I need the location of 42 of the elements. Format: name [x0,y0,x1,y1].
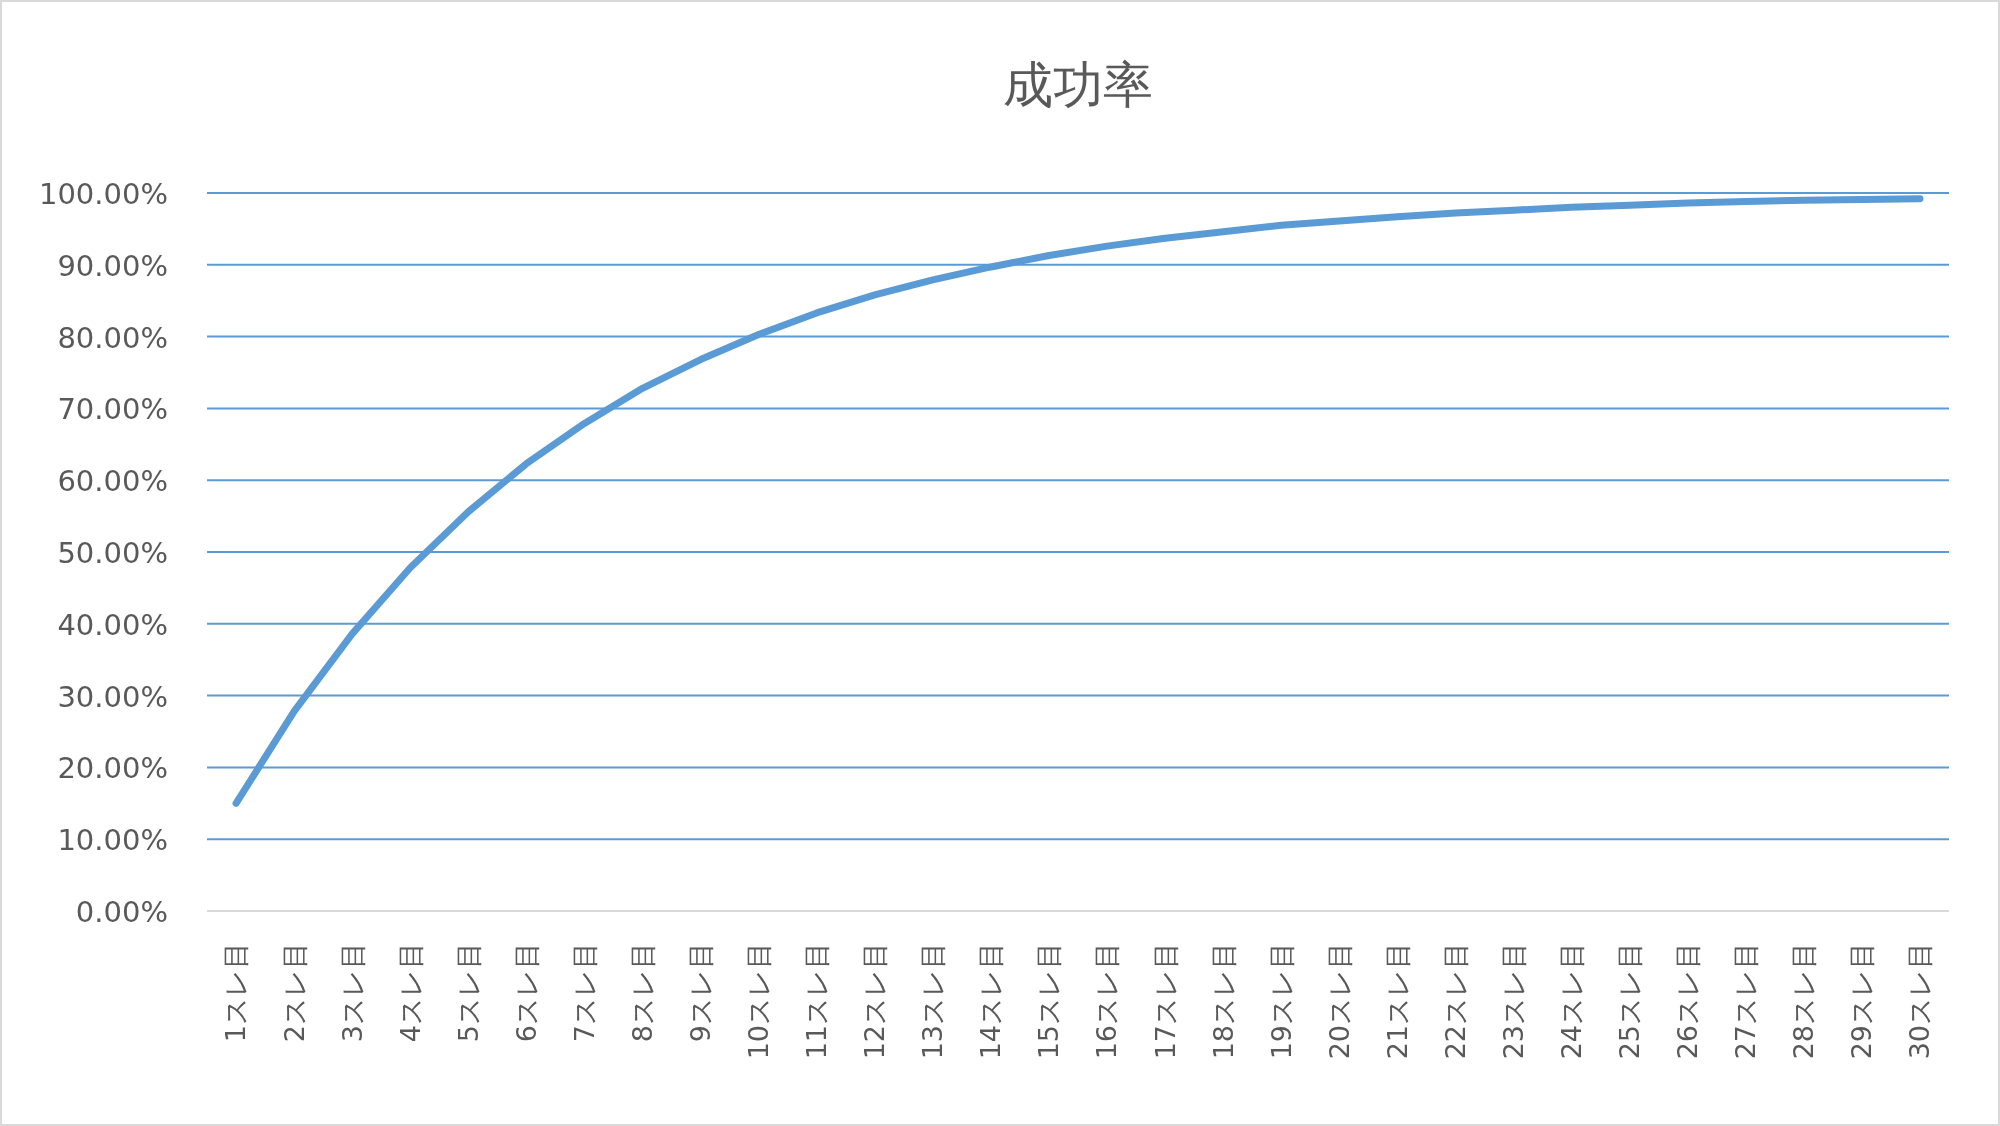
x-tick-label: 19スレ目 [1265,942,1297,1060]
x-tick-label: 12スレ目 [859,942,891,1060]
x-tick-label: 9スレ目 [685,942,717,1043]
chart-title: 成功率 [1003,56,1153,114]
x-tick-label: 29スレ目 [1846,942,1878,1060]
x-tick-label: 15スレ目 [1033,942,1065,1060]
x-tick-label: 7スレ目 [568,942,600,1043]
y-tick-label: 30.00% [57,679,168,714]
x-tick-label: 25スレ目 [1614,942,1646,1060]
x-tick-label: 11スレ目 [801,942,833,1060]
x-tick-label: 10スレ目 [743,942,775,1060]
x-tick-label: 3スレ目 [336,942,368,1043]
x-tick-label: 18スレ目 [1207,942,1239,1060]
x-tick-label: 5スレ目 [452,942,484,1043]
y-tick-label: 70.00% [57,392,168,427]
x-tick-label: 13スレ目 [917,942,949,1060]
x-tick-label: 8スレ目 [626,942,658,1043]
x-tick-label: 20スレ目 [1323,942,1355,1060]
y-tick-label: 80.00% [57,320,168,355]
x-tick-label: 30スレ目 [1904,942,1936,1060]
x-tick-label: 22スレ目 [1439,942,1471,1060]
x-tick-label: 17スレ目 [1149,942,1181,1060]
y-tick-label: 40.00% [57,607,168,642]
x-tick-label: 26スレ目 [1672,942,1704,1060]
x-tick-label: 28スレ目 [1788,942,1820,1060]
y-tick-label: 0.00% [75,895,168,929]
x-tick-label: 14スレ目 [975,942,1007,1060]
x-tick-label: 16スレ目 [1091,942,1123,1060]
y-tick-label: 90.00% [57,248,168,283]
y-tick-label: 50.00% [57,536,168,570]
x-tick-label: 21スレ目 [1381,942,1413,1060]
y-tick-label: 100.00% [38,177,168,211]
x-tick-label: 27スレ目 [1730,942,1762,1060]
y-tick-label: 10.00% [57,823,168,858]
x-tick-label: 6スレ目 [510,942,542,1043]
y-tick-label: 20.00% [57,751,168,786]
x-tick-label: 2スレ目 [278,942,310,1043]
y-tick-label: 60.00% [57,464,168,499]
x-tick-label: 24スレ目 [1556,942,1588,1060]
x-tick-label: 23スレ目 [1497,942,1529,1060]
x-tick-label: 4スレ目 [394,942,426,1043]
x-tick-label: 1スレ目 [220,942,252,1043]
